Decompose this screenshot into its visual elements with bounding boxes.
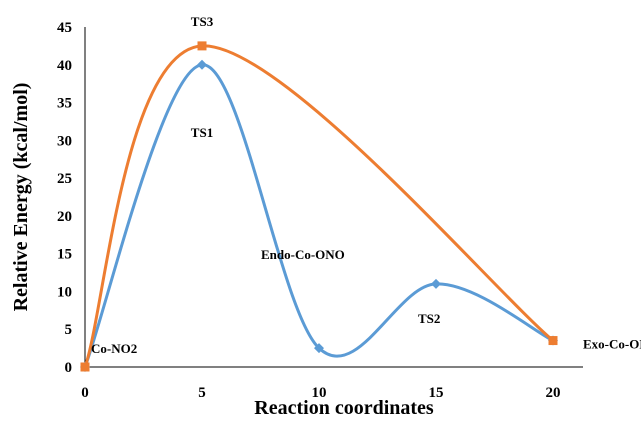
- y-tick-label: 25: [57, 171, 72, 187]
- y-tick-label: 15: [57, 247, 72, 263]
- x-tick-label: 0: [81, 385, 89, 401]
- y-tick-label: 35: [57, 96, 72, 112]
- y-tick-label: 30: [57, 133, 72, 149]
- y-tick-labels: 0 5 10 15 20 25 30 35 40 45: [57, 20, 72, 376]
- x-tick-label: 5: [198, 385, 206, 401]
- y-tick-label: 45: [57, 20, 72, 36]
- x-axis-title: Reaction coordinates: [254, 397, 434, 419]
- annotation-label: Co-NO2: [91, 341, 137, 356]
- y-axis-title: Relative Energy (kcal/mol): [10, 83, 32, 312]
- annotation-label: Endo-Co-ONO: [261, 247, 345, 262]
- y-tick-label: 40: [57, 58, 72, 74]
- diamond-marker: [314, 343, 324, 354]
- axes: [84, 27, 583, 368]
- annotation-label: TS2: [418, 311, 440, 326]
- series-markers: [80, 41, 558, 372]
- square-marker: [548, 336, 558, 346]
- point-annotations: TS3 TS1 Endo-Co-ONO TS2 Co-NO2 Exo-Co-ONO: [91, 14, 641, 356]
- x-tick-labels: 0 5 10 15 20: [81, 385, 560, 401]
- x-tick-label: 15: [429, 385, 444, 401]
- y-tick-label: 20: [57, 209, 72, 225]
- diamond-marker: [431, 278, 441, 289]
- annotation-label: TS3: [191, 14, 214, 29]
- annotation-label: Exo-Co-ONO: [583, 337, 641, 352]
- square-marker: [197, 41, 207, 51]
- annotation-label: TS1: [191, 125, 213, 140]
- series-line-1: [83, 63, 554, 368]
- y-tick-label: 10: [57, 284, 72, 300]
- series-lines: [83, 44, 554, 368]
- diamond-marker: [197, 59, 207, 70]
- y-tick-label: 0: [65, 360, 73, 376]
- x-tick-label: 20: [546, 385, 561, 401]
- series-line-2: [83, 44, 554, 368]
- y-tick-label: 5: [65, 322, 73, 338]
- square-marker: [80, 362, 90, 372]
- x-tick-label: 10: [312, 385, 327, 401]
